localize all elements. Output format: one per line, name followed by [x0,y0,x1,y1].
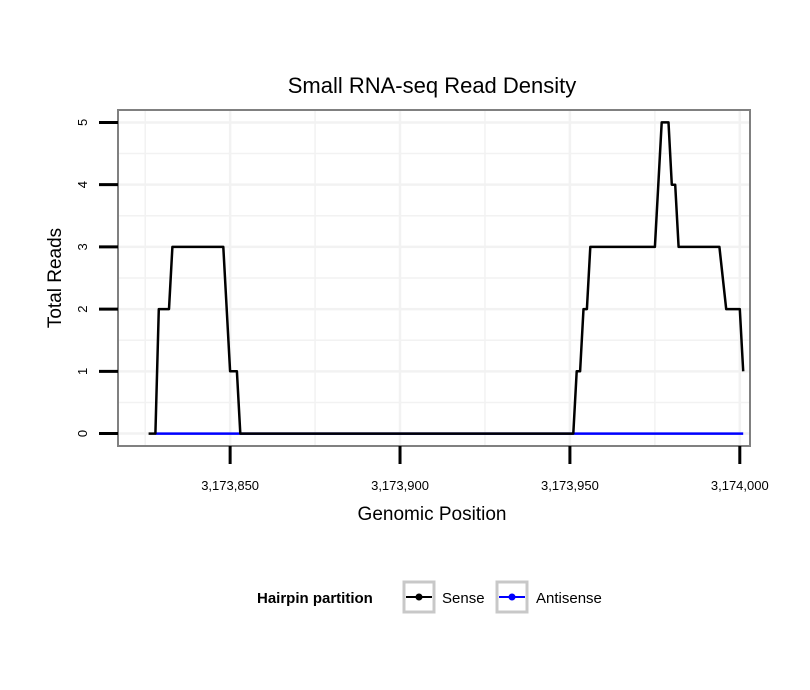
y-tick-label: 2 [75,305,90,312]
x-tick-label: 3,173,950 [541,478,599,493]
legend: Hairpin partition Sense Antisense [257,580,602,614]
y-tick-label: 3 [75,243,90,250]
legend-label-antisense: Antisense [536,590,602,607]
y-axis: 0 1 2 3 4 5 [75,119,118,437]
series-line-sense [148,121,745,435]
legend-key-marker-sense [415,593,423,601]
y-tick-label: 4 [75,181,90,188]
legend-entry-antisense: Antisense [495,580,602,614]
y-tick-label: 0 [75,430,90,437]
x-axis: 3,173,850 3,173,900 3,173,950 3,174,000 [201,446,769,493]
legend-key-marker-antisense [508,593,516,601]
y-axis-title: Total Reads [45,228,66,328]
legend-title: Hairpin partition [257,590,373,607]
legend-entry-sense: Sense [402,580,485,614]
x-tick-label: 3,173,900 [371,478,429,493]
series-layer [148,121,745,435]
x-axis-title: Genomic Position [358,504,507,525]
legend-label-sense: Sense [442,590,485,607]
chart-title: Small RNA-seq Read Density [288,73,577,98]
x-tick-label: 3,174,000 [711,478,769,493]
plot-grid [118,110,750,446]
plot-border [117,109,751,447]
x-tick-label: 3,173,850 [201,478,259,493]
y-tick-label: 5 [75,119,90,126]
y-tick-label: 1 [75,368,90,375]
